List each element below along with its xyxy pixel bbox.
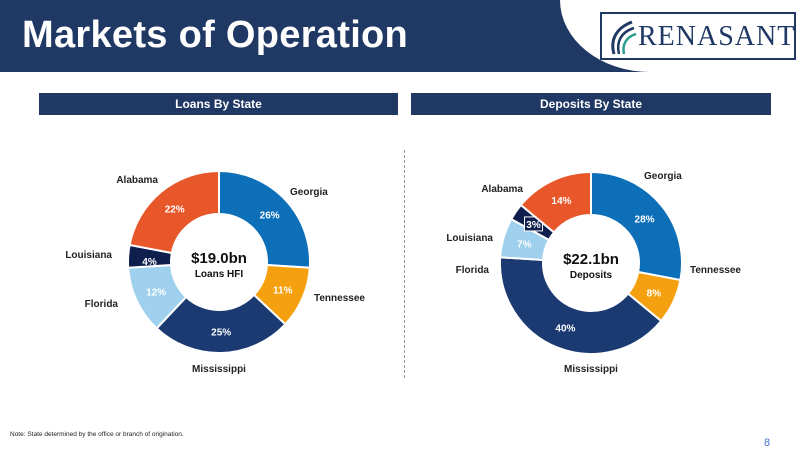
slice-mississippi [499, 256, 663, 355]
state-label-florida: Florida [456, 265, 490, 276]
logo-text: RENASANT [638, 21, 796, 52]
state-label-mississippi: Mississippi [564, 364, 618, 375]
state-label-georgia: Georgia [644, 171, 682, 182]
value-label-florida: 12% [146, 288, 166, 299]
value-label-louisiana: 4% [142, 257, 157, 268]
state-label-tennessee: Tennessee [314, 293, 365, 304]
loans-section-header: Loans By State [39, 93, 398, 115]
value-label-georgia: 28% [635, 215, 655, 226]
center-value: $22.1bn [563, 251, 619, 268]
value-label-florida: 7% [517, 240, 532, 251]
state-label-georgia: Georgia [290, 187, 328, 198]
state-label-alabama: Alabama [481, 184, 523, 195]
state-label-louisiana: Louisiana [446, 233, 493, 244]
slice-georgia [218, 169, 311, 269]
renasant-emblem-icon [611, 20, 637, 55]
section-divider [404, 150, 405, 378]
footnote: Note: State determined by the office or … [10, 431, 184, 438]
state-label-tennessee: Tennessee [690, 265, 741, 276]
center-value: $19.0bn [191, 250, 247, 267]
value-label-tennessee: 11% [273, 286, 293, 297]
page-title: Markets of Operation [22, 14, 409, 56]
value-label-alabama: 14% [551, 196, 571, 207]
state-label-florida: Florida [85, 299, 119, 310]
value-label-georgia: 26% [260, 210, 280, 221]
state-label-alabama: Alabama [116, 175, 158, 186]
slice-alabama [128, 169, 220, 255]
center-label: Loans HFI [195, 269, 244, 280]
state-label-mississippi: Mississippi [192, 364, 246, 375]
company-logo: RENASANT [600, 12, 796, 60]
value-label-alabama: 22% [165, 204, 185, 215]
state-label-louisiana: Louisiana [65, 250, 112, 261]
value-label-tennessee: 8% [647, 289, 662, 300]
deposits-section-header: Deposits By State [411, 93, 771, 115]
center-label: Deposits [570, 270, 613, 281]
page-number: 8 [764, 437, 771, 449]
value-label-mississippi: 25% [211, 327, 231, 338]
slice-georgia [590, 170, 683, 282]
value-label-louisiana: 3% [526, 220, 541, 231]
slice-alabama [519, 170, 592, 234]
value-label-mississippi: 40% [555, 324, 575, 335]
